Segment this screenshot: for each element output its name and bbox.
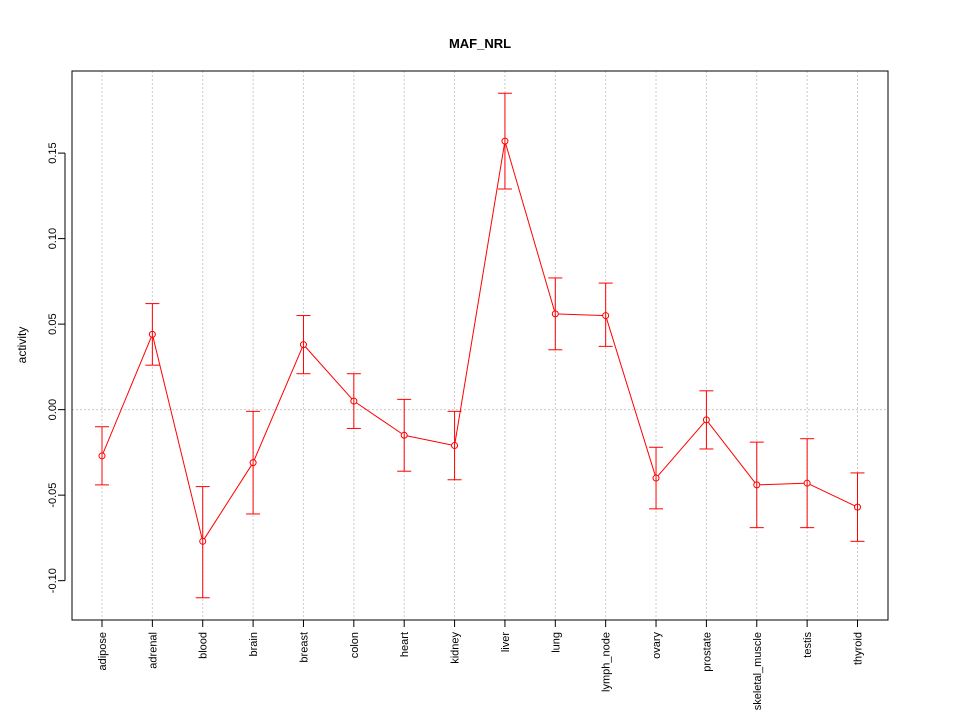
data-series xyxy=(95,92,865,599)
x-tick-label: kidney xyxy=(450,632,462,664)
series-line-segment xyxy=(253,347,303,461)
data-point xyxy=(400,431,408,439)
y-tick-label: -0.05 xyxy=(47,483,59,508)
y-axis: -0.10 -0.05 0.00 0.05 0.10 0.15 xyxy=(47,142,66,593)
data-point xyxy=(350,397,358,405)
series-line-segment xyxy=(152,337,203,539)
data-point xyxy=(854,503,861,511)
series-line-segment xyxy=(356,402,402,435)
x-tick-label: lymph_node xyxy=(601,632,613,692)
series-line-segment xyxy=(759,482,805,486)
y-tick-label: 0.15 xyxy=(47,142,59,163)
x-tick-label: testis xyxy=(802,632,814,658)
x-tick-label: ovary xyxy=(651,632,663,659)
data-point xyxy=(803,479,811,487)
series-line-segment xyxy=(657,421,705,477)
series-line-segment xyxy=(505,143,555,312)
data-point xyxy=(501,137,509,145)
plot-frame xyxy=(71,70,889,621)
data-point xyxy=(451,442,459,450)
x-tick-label: lung xyxy=(550,632,562,653)
y-tick-label: -0.10 xyxy=(47,568,59,593)
series-line-segment xyxy=(102,336,152,454)
x-tick-label: skeletal_muscle xyxy=(752,632,764,710)
series-line-segment xyxy=(809,484,856,507)
x-tick-label: blood xyxy=(198,632,210,659)
x-tick-label: adipose xyxy=(97,632,109,671)
chart-title: MAF_NRL xyxy=(449,36,511,51)
x-tick-label: liver xyxy=(500,632,512,653)
x-tick-label: thyroid xyxy=(853,632,865,665)
y-axis-label: activity xyxy=(15,327,29,364)
data-point xyxy=(702,416,710,424)
grid-lines xyxy=(72,71,888,620)
data-point xyxy=(652,474,660,482)
x-tick-label: colon xyxy=(349,632,361,658)
data-point xyxy=(249,459,257,467)
x-tick-label: prostate xyxy=(701,632,713,672)
series-line-segment xyxy=(454,143,505,443)
x-tick-label: brain xyxy=(248,632,260,656)
y-tick-label: 0.10 xyxy=(47,228,59,249)
series-line-segment xyxy=(305,346,353,400)
series-line-segment xyxy=(407,435,452,446)
x-tick-label: heart xyxy=(399,632,411,657)
series-line-segment xyxy=(203,464,252,540)
x-tick-label: adrenal xyxy=(147,632,159,669)
x-tick-label: breast xyxy=(298,632,310,663)
data-point xyxy=(148,330,156,338)
data-point xyxy=(753,481,761,489)
data-point xyxy=(551,310,559,318)
series-line-segment xyxy=(606,318,656,476)
x-axis: adipose adrenal blood brain breast colon heart… xyxy=(97,619,865,710)
data-point xyxy=(199,537,207,545)
y-tick-label: 0.00 xyxy=(47,399,59,420)
data-point xyxy=(98,452,106,460)
y-tick-label: 0.05 xyxy=(47,313,59,334)
series-line-segment xyxy=(558,313,603,316)
series-line-segment xyxy=(707,421,756,483)
data-point xyxy=(299,341,307,349)
data-point xyxy=(602,312,610,320)
